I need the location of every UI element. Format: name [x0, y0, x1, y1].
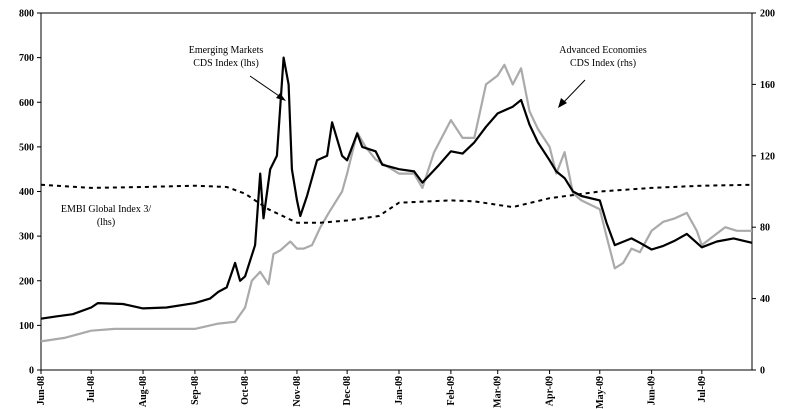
embi-label-line2: (lhs)	[97, 217, 115, 228]
x-tick-label: Mar-09	[493, 376, 504, 408]
x-tick-label: Jul-09	[697, 376, 708, 403]
ae-cds-annotation: Advanced Economies CDS Index (rhs)	[558, 45, 647, 108]
series-layer	[40, 56, 753, 343]
ae-cds-label-line1: Advanced Economies	[559, 45, 647, 56]
em-cds-label-line1: Emerging Markets	[189, 45, 264, 56]
x-tick-label: Nov-08	[292, 376, 303, 407]
x-tick-label: Jul-08	[86, 376, 97, 403]
right-tick-label: 40	[760, 294, 770, 305]
ae-cds-label-line2: CDS Index (rhs)	[570, 58, 636, 69]
em-cds-annotation: Emerging Markets CDS Index (lhs)	[189, 45, 286, 101]
x-tick-label: Dec-08	[342, 376, 353, 405]
x-axis: Jun-08 Jul-08 Aug-08 Sep-08 Oct-08 Nov-08 Dec-…	[36, 370, 708, 409]
left-tick-label: 500	[19, 142, 34, 153]
right-tick-label: 120	[760, 151, 775, 162]
left-tick-label: 600	[19, 98, 34, 109]
embi-series-line	[40, 183, 753, 224]
x-tick-label: Jun-09	[647, 376, 658, 405]
x-tick-label: Jan-09	[394, 376, 405, 405]
embi-annotation: EMBI Global Index 3/ (lhs)	[61, 204, 151, 228]
left-tick-label: 400	[19, 187, 34, 198]
x-tick-label: Aug-08	[138, 376, 149, 407]
right-y-axis: 0 40 80 120 160 200	[752, 9, 775, 377]
plot-border	[40, 12, 753, 371]
x-tick-label: Apr-09	[545, 376, 556, 406]
em-cds-series-line	[40, 56, 753, 320]
x-tick-label: May-09	[595, 376, 606, 409]
x-tick-label: Oct-08	[240, 376, 251, 405]
right-tick-label: 200	[760, 9, 775, 20]
x-tick-label: Jun-08	[36, 376, 47, 405]
ae-cds-arrow	[561, 79, 586, 105]
ae-cds-series-line	[40, 63, 752, 343]
left-tick-label: 800	[19, 9, 34, 20]
left-tick-label: 200	[19, 276, 34, 287]
left-y-axis: 0 100 200 300 400 500 600 700 800	[19, 9, 41, 377]
right-tick-label: 0	[760, 366, 765, 377]
right-tick-label: 160	[760, 80, 775, 91]
left-tick-label: 100	[19, 321, 34, 332]
em-cds-label-line2: CDS Index (lhs)	[193, 58, 259, 69]
right-tick-label: 80	[760, 223, 770, 234]
embi-label-line1: EMBI Global Index 3/	[61, 204, 151, 215]
x-tick-label: Sep-08	[190, 376, 201, 405]
x-tick-label: Feb-09	[446, 376, 457, 405]
left-tick-label: 0	[29, 366, 34, 377]
left-tick-label: 300	[19, 232, 34, 243]
em-cds-arrow	[249, 75, 283, 99]
em-cds-arrowhead	[276, 93, 286, 101]
left-tick-label: 700	[19, 53, 34, 64]
ae-cds-arrowhead	[558, 98, 567, 108]
plot-area	[40, 12, 753, 371]
